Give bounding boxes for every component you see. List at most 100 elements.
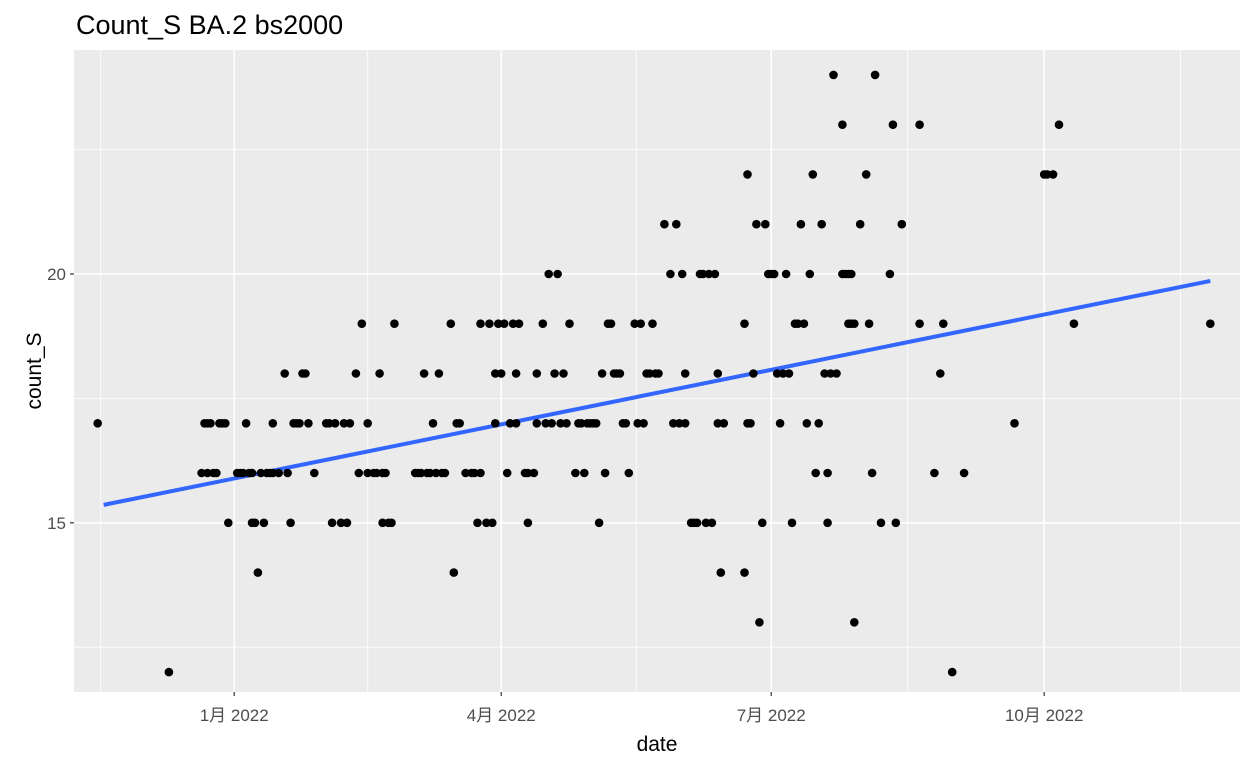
data-point-130 [624, 468, 634, 478]
data-point-217 [930, 468, 939, 478]
data-point-211 [885, 269, 895, 279]
trend-layer [103, 278, 1211, 507]
data-point-68 [431, 468, 441, 478]
data-point-41 [327, 518, 337, 528]
data-point-131 [630, 319, 639, 329]
data-point-59 [387, 518, 396, 528]
data-point-222 [1010, 419, 1019, 428]
data-point-100 [532, 369, 542, 378]
data-point-156 [710, 269, 720, 279]
data-point-6 [206, 419, 215, 428]
data-point-1 [164, 667, 174, 677]
data-point-181 [793, 319, 803, 329]
data-point-110 [562, 419, 571, 428]
data-point-203 [850, 319, 859, 329]
data-point-36 [301, 369, 310, 378]
data-point-188 [814, 419, 823, 428]
data-point-169 [758, 518, 767, 528]
data-point-66 [425, 468, 435, 478]
data-point-87 [494, 319, 503, 329]
data-point-175 [775, 419, 785, 428]
data-point-210 [876, 518, 886, 528]
data-point-45 [342, 518, 352, 528]
data-point-144 [675, 419, 684, 428]
data-point-15 [238, 468, 248, 478]
data-point-226 [1054, 120, 1064, 129]
data-point-133 [636, 319, 645, 329]
data-point-43 [336, 518, 346, 528]
data-point-80 [476, 319, 485, 329]
data-point-140 [660, 219, 669, 229]
data-point-142 [669, 419, 678, 428]
data-point-215 [915, 120, 924, 129]
data-point-159 [716, 568, 726, 577]
data-point-102 [538, 319, 548, 329]
data-point-120 [594, 518, 604, 528]
data-point-51 [363, 468, 373, 478]
data-point-42 [330, 419, 340, 428]
data-point-212 [888, 120, 898, 129]
data-point-38 [310, 468, 319, 478]
data-point-89 [499, 319, 509, 329]
data-point-78 [470, 468, 479, 478]
data-point-121 [597, 369, 607, 378]
data-point-64 [419, 369, 429, 378]
data-point-2 [197, 468, 206, 478]
data-point-22 [256, 468, 266, 478]
x-tick-label-0: 1月 2022 [200, 706, 269, 725]
data-point-112 [571, 468, 580, 478]
data-point-104 [544, 269, 553, 279]
data-point-84 [488, 518, 497, 528]
data-point-190 [820, 369, 829, 378]
data-point-219 [939, 319, 948, 329]
data-point-29 [280, 369, 290, 378]
data-point-216 [915, 319, 924, 329]
data-point-73 [449, 568, 459, 577]
data-point-209 [870, 70, 880, 80]
data-point-153 [701, 518, 711, 528]
data-point-40 [324, 419, 334, 428]
data-point-47 [351, 369, 361, 378]
data-point-8 [212, 468, 221, 478]
data-point-90 [502, 468, 512, 478]
data-point-184 [802, 419, 812, 428]
data-point-182 [796, 219, 806, 229]
data-point-195 [832, 369, 841, 378]
y-axis-title: count_S [23, 332, 46, 409]
data-point-122 [600, 468, 610, 478]
data-point-99 [529, 468, 539, 478]
data-point-192 [823, 468, 832, 478]
data-point-98 [523, 468, 533, 478]
data-point-137 [648, 319, 657, 329]
data-point-67 [428, 419, 438, 428]
data-point-115 [580, 468, 589, 478]
data-point-179 [787, 518, 797, 528]
data-point-91 [505, 419, 515, 428]
data-point-103 [541, 419, 550, 428]
data-point-205 [855, 219, 865, 229]
data-point-16 [241, 419, 251, 428]
data-point-132 [633, 419, 642, 428]
data-point-23 [259, 518, 269, 528]
data-point-166 [749, 369, 758, 378]
data-point-220 [947, 667, 957, 677]
data-point-69 [434, 369, 444, 378]
data-point-46 [345, 419, 355, 428]
data-point-54 [375, 369, 384, 378]
data-point-196 [838, 120, 847, 129]
data-point-12 [224, 518, 233, 528]
data-point-63 [416, 468, 426, 478]
data-point-173 [769, 269, 779, 279]
data-point-228 [1206, 319, 1215, 329]
data-point-155 [707, 518, 717, 528]
data-point-95 [514, 319, 524, 329]
data-point-79 [473, 518, 482, 528]
data-point-53 [372, 468, 381, 478]
trend-line [103, 278, 1211, 507]
axis-ticks [70, 273, 1045, 696]
data-point-145 [677, 269, 687, 279]
data-point-134 [639, 419, 648, 428]
data-point-158 [713, 369, 723, 378]
data-point-207 [864, 319, 874, 329]
